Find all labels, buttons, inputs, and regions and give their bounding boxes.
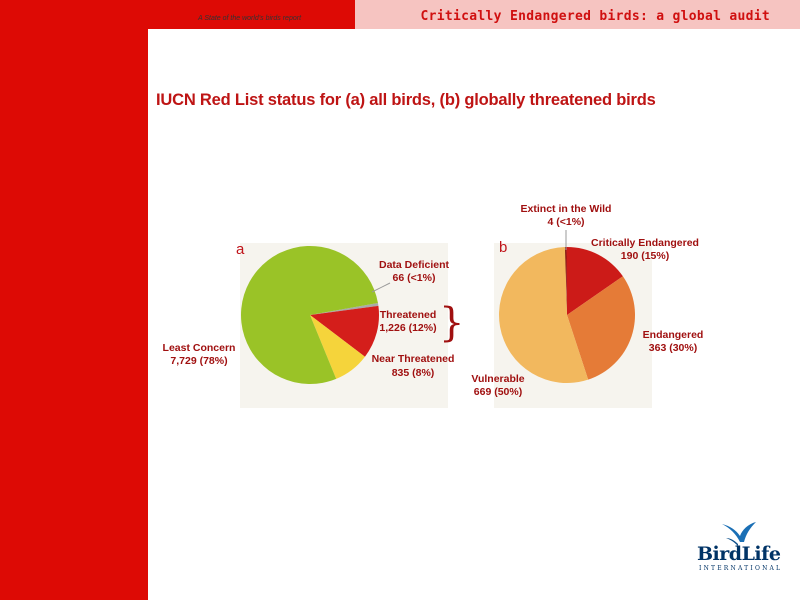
header-title: Critically Endangered birds: a global au… xyxy=(420,9,770,24)
header-bar xyxy=(355,0,800,29)
logo-text: BirdLife xyxy=(697,543,781,565)
pie-b-slice-endangered xyxy=(567,276,636,380)
label-extinct-in-wild-value: 4 (<1%) xyxy=(547,216,584,228)
bird-icon xyxy=(722,522,756,542)
label-critically-endangered-name: Critically Endangered xyxy=(591,237,699,249)
leader-data-deficient xyxy=(371,282,391,293)
pie-b-slice-critically-endangered xyxy=(566,246,623,315)
panel-letter-b: b xyxy=(499,239,507,256)
threatened-brace: } xyxy=(439,300,464,346)
label-threatened-value: 1,226 (12%) xyxy=(379,322,436,334)
label-data-deficient-name: Data Deficient xyxy=(379,259,450,271)
pie-b-slices xyxy=(499,246,636,384)
label-vulnerable-name: Vulnerable xyxy=(471,373,524,385)
pie-a-slice-data-deficient xyxy=(310,303,379,315)
label-threatened-name: Threatened xyxy=(380,309,437,321)
label-critically-endangered-value: 190 (15%) xyxy=(621,250,669,262)
pie-a-slice-threatened xyxy=(310,305,380,357)
pie-a-slice-near-threatened xyxy=(310,315,365,379)
birdlife-logo xyxy=(722,522,756,546)
logo-subtext: INTERNATIONAL xyxy=(699,565,783,572)
label-extinct-in-wild-name: Extinct in the Wild xyxy=(521,203,612,215)
bird-wing-icon xyxy=(726,538,738,546)
label-near-threatened-value: 835 (8%) xyxy=(392,367,435,379)
label-vulnerable-value: 669 (50%) xyxy=(474,386,522,398)
label-endangered-name: Endangered xyxy=(643,329,704,341)
pie-chart-b: b Extinct in the Wild 4 (<1%) Critically… xyxy=(471,203,703,408)
label-near-threatened-name: Near Threatened xyxy=(372,353,455,365)
panel-letter-a: a xyxy=(236,241,245,258)
top-brand-bar xyxy=(148,0,355,29)
pie-chart-a: a Least Concern 7,729 (78%) Data Deficie… xyxy=(163,241,464,408)
pie-a-slices xyxy=(240,246,380,385)
report-label: A State of the world's birds report xyxy=(198,15,302,22)
pie-b-slice-vulnerable xyxy=(499,247,589,384)
label-least-concern-value: 7,729 (78%) xyxy=(170,355,227,367)
label-endangered-value: 363 (30%) xyxy=(649,342,697,354)
left-brand-bar xyxy=(0,0,148,600)
label-least-concern-name: Least Concern xyxy=(163,342,236,354)
label-data-deficient-value: 66 (<1%) xyxy=(393,272,436,284)
pie-a-slice-least-concern xyxy=(240,246,378,385)
slide-title: IUCN Red List status for (a) all birds, … xyxy=(156,91,656,109)
